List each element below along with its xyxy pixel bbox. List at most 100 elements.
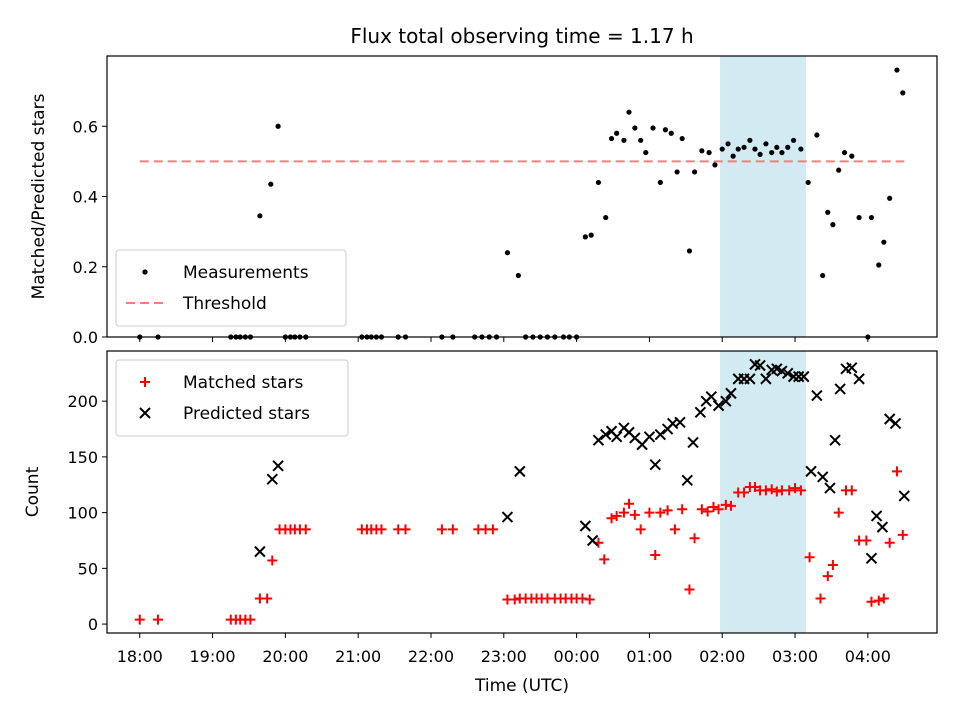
data-point [814,132,820,138]
data-point [798,370,810,383]
count-panel: 0 50 100 150 200 18:00 19:00 20:00 21:00 22:00 23:… [23,350,938,666]
data-point [900,90,906,96]
data-point [868,214,875,221]
data-point [600,428,612,441]
data-point [782,367,794,379]
data-point [267,555,278,566]
data-point [644,507,655,518]
data-point [833,507,844,518]
data-point [830,222,836,228]
y-tick-label: 50 [78,559,98,578]
data-point [504,250,511,256]
data-point [747,137,753,143]
data-point [650,549,661,560]
data-point [811,389,823,402]
data-point [708,502,719,513]
data-point [579,520,592,532]
legend-label: Measurements [183,263,309,283]
data-point [749,481,760,492]
legend-label: Matched stars [183,373,303,393]
data-point [447,524,458,535]
data-point [725,387,737,400]
data-point [681,474,693,487]
data-point [725,141,731,147]
data-point [696,504,707,515]
data-point [891,466,902,477]
data-point [785,144,791,150]
data-point [706,149,712,156]
data-point [629,509,640,520]
data-point [849,153,855,159]
legend: Measurements Threshold [115,249,347,327]
data-point [713,504,724,515]
data-point [668,130,674,136]
data-point [254,545,266,558]
data-point [836,167,842,173]
data-point [669,524,680,535]
data-point [487,524,498,535]
x-tick-label: 01:00 [626,647,672,666]
data-point [699,148,705,154]
data-point [898,490,910,502]
data-point [897,529,908,540]
y-tick-label: 100 [67,504,98,523]
data-point [691,169,698,175]
data-point [376,524,387,535]
x-tick-label: 23:00 [481,647,527,666]
data-point [638,137,644,143]
data-point [689,533,700,544]
data-point [300,524,311,535]
data-point [694,406,707,419]
data-point [436,524,447,535]
data-point [684,584,695,595]
data-point [586,534,599,547]
data-point [822,571,833,582]
series-predicted-stars [254,358,910,565]
data-point [894,67,900,73]
data-point [870,510,883,522]
data-point [760,373,772,385]
data-point [790,483,801,494]
data-point [805,179,811,186]
data-point [662,127,669,133]
data-point [584,594,595,605]
data-point [624,498,635,509]
ratio-panel: 0.0 0.2 0.4 0.6 Matched/Predicted stars Measu… [29,55,938,347]
data-point [245,614,256,625]
data-point [881,239,887,245]
legend-marker [140,377,150,387]
data-point [856,214,862,221]
data-point [866,596,877,607]
data-point [610,431,623,443]
legend-box [115,249,347,327]
x-tick-label: 04:00 [845,647,891,666]
data-point [649,458,661,471]
data-point [876,262,882,268]
data-point [603,214,609,221]
y-tick-label: 0.6 [73,117,98,136]
legend-marker [142,269,148,275]
data-point [763,141,769,147]
data-point [853,373,865,385]
data-point [754,359,766,372]
data-point [805,465,817,478]
data-point [771,486,782,497]
data-point [655,507,666,518]
highlight-span [720,56,806,337]
data-point [599,554,610,565]
data-point [741,144,747,150]
data-point [760,485,771,496]
data-point [677,504,688,515]
data-point [662,505,673,516]
data-point [720,499,731,510]
data-point [744,373,756,385]
y-tick-label: 0 [88,615,98,634]
data-point [720,395,732,407]
y-tick-label: 0.0 [73,328,98,347]
data-point [825,209,831,215]
data-point [841,149,848,156]
data-point [815,593,826,604]
x-tick-label: 20:00 [262,647,308,666]
data-point [657,179,663,186]
data-point [861,535,872,546]
